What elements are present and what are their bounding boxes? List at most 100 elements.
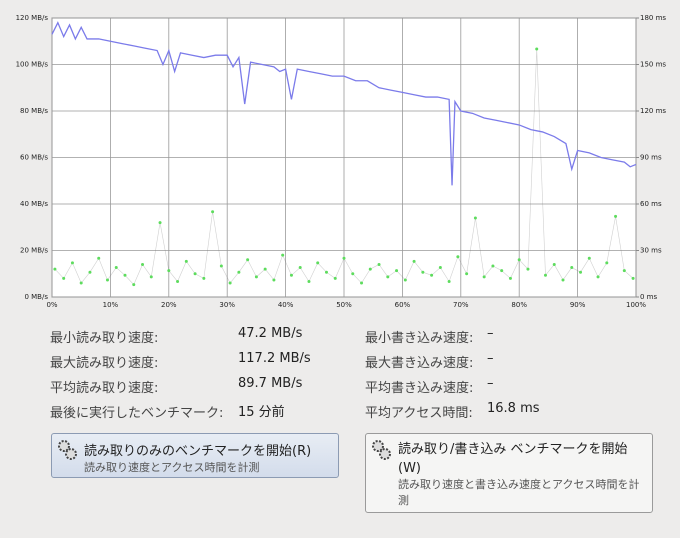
y-tick-label: 20 MB/s: [20, 247, 48, 255]
access-time-point: [105, 278, 109, 282]
y-tick-label: 120 MB/s: [16, 14, 49, 22]
access-time-point: [377, 262, 381, 266]
access-time-point: [53, 267, 57, 271]
gear-icon: [58, 440, 77, 460]
x-tick-label: 60%: [395, 301, 411, 309]
access-time-point: [482, 275, 486, 279]
access-time-point: [395, 269, 399, 273]
y2-tick-label: 60 ms: [640, 200, 662, 208]
y2-tick-label: 180 ms: [640, 14, 666, 22]
access-time-point: [421, 270, 425, 274]
access-time-point: [456, 255, 460, 259]
x-tick-label: 20%: [161, 301, 177, 309]
access-time-point: [579, 270, 583, 274]
x-tick-label: 90%: [570, 301, 586, 309]
access-time-point: [543, 273, 547, 277]
access-time-point: [219, 264, 223, 268]
stat-value: 15 分前: [238, 405, 285, 420]
access-time-point: [333, 276, 337, 280]
x-tick-label: 100%: [626, 301, 646, 309]
button-title: 読み取りのみのベンチマークを開始(R): [84, 444, 312, 459]
x-tick-label: 10%: [103, 301, 119, 309]
access-time-point: [254, 275, 258, 279]
access-time-point: [491, 264, 495, 268]
stat-label: 平均アクセス時間:: [365, 406, 473, 421]
access-time-point: [570, 266, 574, 270]
access-time-point: [596, 275, 600, 279]
stat-label: 平均書き込み速度:: [365, 381, 474, 396]
access-time-point: [517, 258, 521, 262]
x-tick-label: 40%: [278, 301, 294, 309]
stat-value: –: [487, 376, 494, 391]
stat-value: 47.2 MB/s: [238, 326, 303, 341]
y2-tick-label: 0 ms: [640, 293, 657, 301]
access-time-point: [342, 256, 346, 260]
access-time-point: [237, 270, 241, 274]
stat-label: 最大読み取り速度:: [50, 356, 159, 371]
access-time-point: [438, 266, 442, 270]
access-time-point: [132, 283, 136, 287]
access-time-point: [228, 281, 232, 285]
access-time-point: [324, 270, 328, 274]
access-time-point: [622, 269, 626, 273]
button-subtitle: 読み取り速度とアクセス時間を計測: [84, 461, 260, 474]
access-time-point: [447, 280, 451, 283]
y-tick-label: 100 MB/s: [16, 61, 49, 69]
access-time-point: [289, 273, 293, 277]
access-time-point: [368, 267, 372, 271]
button-subtitle: 読み取り速度と書き込み速度とアクセス時間を計測: [398, 478, 640, 507]
access-time-point: [298, 266, 302, 270]
access-time-point: [561, 278, 565, 282]
access-time-point: [473, 216, 477, 220]
access-time-point: [465, 272, 469, 276]
access-time-point: [281, 253, 285, 257]
access-time-point: [158, 221, 162, 225]
access-time-point: [114, 266, 118, 270]
stat-value: –: [487, 326, 494, 341]
access-time-point: [430, 273, 434, 277]
access-time-point: [307, 280, 311, 283]
gear-icon: [372, 440, 391, 460]
x-tick-label: 80%: [511, 301, 527, 309]
read-benchmark-button[interactable]: 読み取りのみのベンチマークを開始(R) 読み取り速度とアクセス時間を計測: [51, 433, 339, 478]
stat-value: 89.7 MB/s: [238, 376, 303, 391]
stat-label: 最小読み取り速度:: [50, 331, 159, 346]
read-write-benchmark-button[interactable]: 読み取り/書き込み ベンチマークを開始(W) 読み取り速度と書き込み速度とアクセ…: [365, 433, 653, 513]
stat-label: 最後に実行したベンチマーク:: [50, 406, 224, 421]
access-time-point: [272, 278, 276, 282]
stat-label: 平均読み取り速度:: [50, 381, 159, 396]
stat-value: 16.8 ms: [487, 401, 540, 416]
access-time-point: [88, 270, 92, 274]
access-time-point: [167, 269, 171, 273]
access-time-point: [412, 259, 416, 263]
access-time-point: [386, 275, 390, 279]
x-tick-label: 30%: [219, 301, 235, 309]
access-time-point: [614, 214, 618, 218]
access-time-point: [176, 280, 180, 283]
access-time-point: [193, 272, 197, 276]
access-time-point: [70, 261, 74, 265]
x-tick-label: 70%: [453, 301, 469, 309]
stat-value: –: [487, 351, 494, 366]
stat-label: 最小書き込み速度:: [365, 331, 474, 346]
y-tick-label: 40 MB/s: [20, 200, 48, 208]
access-time-point: [552, 262, 556, 266]
stat-label: 最大書き込み速度:: [365, 356, 474, 371]
chart: 0% 10% 20% 30% 40% 50% 60% 70% 80% 90% 100% 0 MB/s 2…: [16, 14, 667, 309]
access-time-point: [351, 272, 355, 276]
access-time-point: [587, 256, 591, 260]
access-time-point: [535, 47, 539, 51]
read-rate-line: [51, 21, 637, 186]
access-time-point: [263, 267, 267, 271]
y2-tick-label: 30 ms: [640, 247, 662, 255]
access-time-point: [141, 262, 145, 266]
access-time-point: [79, 281, 83, 285]
y-tick-label: 0 MB/s: [24, 293, 48, 301]
access-time-point: [184, 259, 188, 263]
access-time-point: [123, 273, 127, 277]
access-time-point: [605, 261, 609, 265]
y2-tick-label: 120 ms: [640, 107, 666, 115]
access-time-point: [211, 210, 215, 214]
access-time-point: [500, 269, 504, 273]
